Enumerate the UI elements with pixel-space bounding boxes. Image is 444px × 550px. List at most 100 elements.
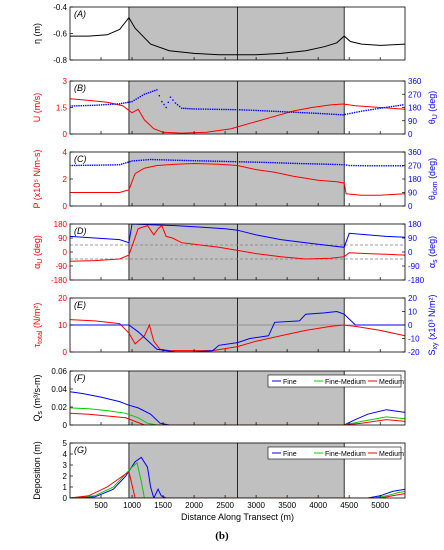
series-right-1-point	[96, 164, 98, 166]
series-right-1-point	[341, 163, 343, 166]
series-right-1-point	[85, 104, 87, 107]
series-right-1-point	[91, 164, 94, 166]
series-right-1-point	[129, 160, 131, 163]
y-axis-label: Qs (m³/s-m)	[32, 374, 44, 421]
series-right-1-point	[200, 108, 202, 110]
series-right-1-point	[376, 165, 378, 167]
y-tick-label: 0.06	[51, 367, 67, 376]
series-medium-line	[70, 470, 405, 498]
panel-2: (B) 0 1.5 3 U (m/s) 0 90 180 270 360 θU (deg)	[32, 77, 439, 139]
axes-frame	[69, 370, 406, 426]
series-right-1-point	[109, 103, 112, 106]
series-right-1-point	[201, 160, 203, 162]
series-right-1-point	[270, 161, 272, 164]
series-right-1-point	[325, 163, 327, 165]
series-right-1-point	[350, 164, 353, 167]
series-right-1-point	[230, 108, 232, 111]
y-axis-label: τtotal (N/m²)	[32, 303, 44, 348]
y-tick-label: 5	[63, 439, 68, 448]
series-right-1-point	[321, 112, 324, 115]
series-right-1-point	[89, 104, 92, 107]
y2-tick-label: 0	[408, 248, 413, 257]
series-right-1-point	[94, 164, 96, 166]
legend-box	[267, 374, 402, 388]
y2-tick-label: 270	[408, 90, 422, 99]
y2-tick-label: 180	[408, 104, 422, 113]
series-right-1-line	[70, 224, 405, 248]
series-right-1-point	[323, 163, 325, 165]
series-right-1-point	[310, 112, 313, 114]
series-fine-medium-line	[70, 461, 405, 498]
series-right-1-point	[360, 164, 362, 167]
series-right-1-point	[266, 110, 268, 112]
series-right-1-point	[78, 105, 80, 107]
y-tick-label: 1.5	[56, 104, 68, 113]
series-right-1-point	[212, 160, 214, 162]
panel-1: (A) -0.8 -0.6 -0.4 η (m)	[32, 3, 406, 65]
series-right-1-point	[225, 160, 228, 163]
series-right-1-point	[336, 163, 339, 166]
series-right-1-point	[156, 89, 158, 91]
series-right-1-point	[181, 159, 183, 162]
series-right-1-point	[356, 111, 358, 113]
series-right-1-point	[259, 109, 262, 112]
series-right-1-point	[346, 113, 349, 115]
y-tick-label: -0.8	[53, 56, 67, 65]
x-tick-label: 4500	[340, 501, 358, 510]
series-right-1-point	[332, 163, 334, 166]
y-axis-label: Deposition (m)	[32, 441, 42, 500]
series-right-1-point	[388, 106, 390, 108]
series-right-1-point	[298, 162, 301, 165]
series-right-1-point	[207, 160, 210, 162]
panel-3: (C) 0 2 4 P (x10⁵ N/m-s) 0 90 180 270 360 θdom (de…	[32, 148, 439, 211]
series-right-1-point	[127, 101, 129, 104]
series-right-1-point	[278, 162, 281, 164]
y-tick-label: 4	[63, 148, 68, 157]
series-right-1-point	[127, 161, 129, 163]
series-right-1-point	[214, 108, 216, 111]
series-right-1-point	[370, 109, 372, 111]
y2-tick-label: 10	[408, 308, 417, 317]
series-right-1-point	[71, 164, 73, 167]
series-right-1-point	[195, 108, 198, 110]
series-right-1-point	[185, 159, 188, 162]
series-right-1-point	[399, 165, 402, 167]
series-group	[70, 310, 405, 352]
series-right-1-point	[270, 110, 273, 112]
series-right-1-point	[316, 163, 318, 165]
series-right-1-point	[183, 107, 185, 110]
series-right-1-point	[163, 103, 165, 106]
panel-4: (D) -180 -90 0 90 180 αU (deg) -180 -90 0 90 180 αs …	[32, 220, 439, 285]
x-tick-label: 4000	[309, 501, 327, 510]
series-right-1-point	[367, 165, 369, 167]
series-right-1-point	[246, 109, 248, 111]
series-right-1-point	[194, 160, 197, 162]
series-right-1-point	[103, 104, 105, 106]
x-tick-label: 500	[94, 501, 108, 510]
series-right-1-point	[338, 163, 341, 166]
series-right-1-point	[82, 104, 85, 107]
series-right-1-point	[225, 108, 227, 111]
series-right-1-point	[192, 159, 194, 162]
axes-frame	[69, 442, 406, 499]
series-right-1-point	[268, 110, 271, 112]
y-tick-label: 90	[58, 234, 67, 243]
series-right-1-point	[112, 103, 114, 105]
series-right-1-point	[149, 158, 152, 161]
series-right-1-point	[135, 159, 138, 162]
series-right-1-point	[296, 162, 299, 165]
series-right-1-point	[255, 109, 257, 112]
series-right-1-point	[202, 108, 205, 110]
series-right-1-point	[320, 163, 323, 165]
series-right-1-point	[80, 104, 82, 107]
series-right-1-point	[239, 109, 241, 111]
y-tick-label: 20	[58, 294, 67, 303]
series-right-1-point	[188, 159, 190, 162]
x-axis-label: Distance Along Transect (m)	[181, 512, 294, 522]
series-right-1-point	[169, 96, 172, 98]
y2-tick-label: 360	[408, 148, 422, 157]
series-right-1-point	[371, 165, 374, 167]
series-right-1-point	[241, 109, 243, 111]
series-right-1-point	[275, 110, 277, 113]
series-right-1-point	[379, 107, 381, 109]
